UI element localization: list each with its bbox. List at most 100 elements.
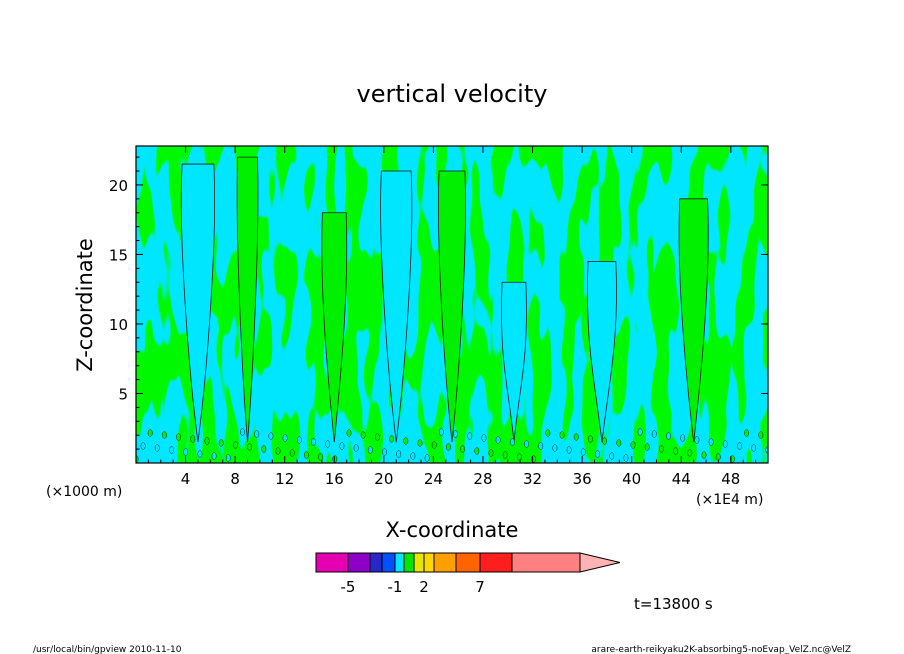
surface-cell bbox=[694, 436, 700, 444]
surface-cell bbox=[190, 435, 196, 443]
surface-cell bbox=[673, 447, 679, 455]
plume bbox=[180, 163, 215, 443]
surface-cell bbox=[183, 448, 189, 456]
surface-cell bbox=[602, 437, 608, 445]
plume bbox=[236, 156, 259, 443]
colorbar-label: -5 bbox=[341, 578, 356, 596]
x-tick-label: 8 bbox=[230, 470, 240, 488]
plot-area bbox=[136, 146, 768, 463]
colorbar-segment bbox=[479, 552, 513, 573]
surface-cell bbox=[524, 440, 529, 448]
surface-cell bbox=[595, 450, 600, 458]
surface-cell bbox=[545, 429, 551, 437]
surface-cell bbox=[303, 451, 309, 459]
surface-cell bbox=[396, 450, 402, 458]
surface-cell bbox=[254, 430, 260, 438]
plume bbox=[321, 212, 348, 443]
surface-cell bbox=[311, 438, 316, 446]
surface-cell bbox=[623, 454, 629, 462]
surface-cell bbox=[502, 451, 508, 459]
surface-cell bbox=[737, 442, 742, 450]
surface-cell bbox=[722, 440, 728, 448]
surface-cell bbox=[460, 445, 466, 453]
surface-cell bbox=[566, 446, 572, 454]
plume bbox=[438, 170, 466, 443]
colorbar-segment bbox=[315, 552, 349, 573]
surface-cell bbox=[516, 453, 522, 461]
colorbar-segment bbox=[403, 552, 415, 573]
surface-cell bbox=[751, 444, 757, 452]
surface-cell bbox=[367, 446, 373, 454]
surface-cell bbox=[346, 429, 352, 437]
surface-cell bbox=[587, 435, 593, 443]
colorbar-segment bbox=[413, 552, 425, 573]
x-tick-label: 4 bbox=[181, 470, 191, 488]
surface-cell bbox=[445, 443, 451, 451]
x-tick-label: 48 bbox=[721, 470, 740, 488]
plume bbox=[678, 198, 709, 443]
surface-cell bbox=[644, 443, 650, 451]
colorbar-segment bbox=[423, 552, 435, 573]
colorbar-segment bbox=[381, 552, 396, 573]
colorbar-segment bbox=[369, 552, 383, 573]
surface-cell bbox=[225, 454, 231, 462]
surface-cell bbox=[609, 452, 615, 460]
colorbar-segment bbox=[455, 552, 481, 573]
surface-cell bbox=[651, 430, 657, 438]
surface-cell bbox=[481, 434, 487, 442]
x-tick-label: 44 bbox=[672, 470, 691, 488]
surface-cell bbox=[318, 453, 324, 461]
surface-cell bbox=[169, 446, 174, 454]
colorbar-label: 7 bbox=[475, 578, 485, 596]
plume bbox=[380, 170, 413, 443]
y-tick-label: 5 bbox=[118, 385, 128, 403]
surface-cell bbox=[715, 453, 721, 461]
surface-cell bbox=[247, 443, 253, 451]
x-tick-label: 32 bbox=[523, 470, 542, 488]
surface-cell bbox=[161, 431, 167, 439]
surface-cell bbox=[339, 442, 345, 450]
colorbar-label: -1 bbox=[388, 578, 403, 596]
surface-cell bbox=[360, 431, 366, 439]
surface-cell bbox=[289, 449, 295, 457]
surface-cell bbox=[453, 430, 458, 438]
x-tick-label: 28 bbox=[473, 470, 492, 488]
y-tick-label: 10 bbox=[109, 316, 128, 334]
surface-cell bbox=[552, 444, 558, 452]
surface-cell bbox=[197, 450, 203, 458]
surface-cell bbox=[474, 447, 480, 455]
time-label: t=13800 s bbox=[634, 595, 713, 613]
plume bbox=[501, 281, 527, 443]
surface-cell bbox=[140, 442, 146, 450]
colorbar: -5 -1 2 7 bbox=[315, 552, 621, 596]
surface-cell bbox=[332, 455, 338, 463]
footer-left: /usr/local/bin/gpview 2010-11-10 bbox=[33, 645, 182, 654]
surface-cell bbox=[296, 436, 302, 444]
y-axis-label: Z-coordinate bbox=[73, 238, 97, 372]
surface-cell bbox=[538, 442, 544, 450]
plume-layer bbox=[136, 156, 768, 463]
colorbar-label: 2 bbox=[419, 578, 429, 596]
surface-cell bbox=[154, 444, 160, 452]
surface-cell bbox=[410, 452, 416, 460]
plot-frame bbox=[135, 145, 769, 464]
surface-cell bbox=[275, 447, 281, 455]
surface-cell bbox=[708, 438, 714, 446]
surface-cell bbox=[438, 428, 444, 436]
surface-cell bbox=[403, 437, 409, 445]
surface-cell bbox=[325, 440, 331, 448]
surface-cell bbox=[637, 428, 643, 436]
surface-cell bbox=[431, 441, 437, 449]
surface-cell bbox=[616, 439, 622, 447]
surface-cell bbox=[680, 434, 686, 442]
surface-cell bbox=[495, 436, 501, 444]
surface-cell bbox=[687, 449, 693, 457]
surface-cell bbox=[147, 429, 153, 437]
chart-title: vertical velocity bbox=[357, 80, 548, 108]
x-unit-left: (×1000 m) bbox=[46, 484, 122, 500]
surface-cell bbox=[424, 454, 430, 462]
surface-cell bbox=[758, 431, 764, 439]
surface-cell bbox=[176, 433, 182, 441]
surface-cell bbox=[261, 445, 267, 453]
